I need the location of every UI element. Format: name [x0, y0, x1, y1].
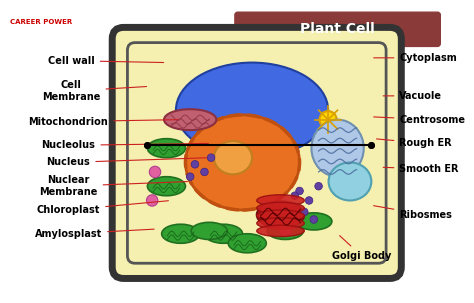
Text: Cytoplasm: Cytoplasm [374, 53, 457, 63]
Text: Plant Cell: Plant Cell [300, 22, 375, 36]
Ellipse shape [162, 224, 200, 243]
Ellipse shape [228, 234, 266, 253]
Text: Rough ER: Rough ER [376, 138, 452, 148]
Text: Nucleolus: Nucleolus [42, 140, 209, 150]
Text: Centrosome: Centrosome [374, 115, 465, 125]
Circle shape [310, 216, 318, 223]
Circle shape [146, 195, 158, 206]
Text: Chloroplast: Chloroplast [37, 201, 168, 215]
Circle shape [315, 182, 322, 190]
Ellipse shape [164, 109, 216, 130]
Circle shape [201, 168, 208, 176]
Text: Mitochondrion: Mitochondrion [28, 117, 178, 127]
Text: Nucleus: Nucleus [46, 158, 207, 168]
Text: Vacuole: Vacuole [383, 91, 442, 101]
Circle shape [305, 197, 313, 204]
Ellipse shape [267, 222, 303, 239]
Ellipse shape [257, 218, 304, 229]
Ellipse shape [296, 213, 332, 230]
Ellipse shape [185, 115, 300, 210]
Circle shape [291, 192, 299, 199]
Circle shape [280, 225, 291, 237]
Ellipse shape [257, 210, 304, 221]
Ellipse shape [257, 202, 304, 214]
Text: Smooth ER: Smooth ER [383, 164, 459, 174]
Ellipse shape [147, 177, 185, 196]
Text: Cell wall: Cell wall [48, 56, 164, 66]
FancyBboxPatch shape [112, 27, 401, 278]
Ellipse shape [311, 120, 364, 177]
Text: CAREER POWER: CAREER POWER [9, 19, 72, 25]
Circle shape [186, 173, 194, 181]
Ellipse shape [147, 139, 185, 158]
Text: Nuclear
Membrane: Nuclear Membrane [39, 175, 187, 197]
Ellipse shape [257, 225, 304, 237]
Ellipse shape [214, 141, 252, 174]
Circle shape [149, 166, 161, 178]
Circle shape [319, 111, 337, 128]
Ellipse shape [257, 195, 304, 206]
Ellipse shape [328, 162, 371, 201]
Circle shape [296, 187, 303, 195]
FancyBboxPatch shape [235, 12, 440, 46]
Ellipse shape [176, 63, 328, 158]
Text: Golgi Body: Golgi Body [332, 236, 391, 261]
Ellipse shape [204, 224, 243, 243]
Ellipse shape [191, 222, 228, 239]
Circle shape [207, 154, 215, 161]
Circle shape [191, 161, 199, 168]
Text: Cell
Membrane: Cell Membrane [42, 80, 146, 102]
Circle shape [301, 208, 308, 216]
Ellipse shape [257, 201, 304, 228]
FancyBboxPatch shape [128, 43, 386, 263]
Text: Amylosplast: Amylosplast [35, 229, 154, 239]
Text: Ribosmes: Ribosmes [374, 206, 452, 220]
